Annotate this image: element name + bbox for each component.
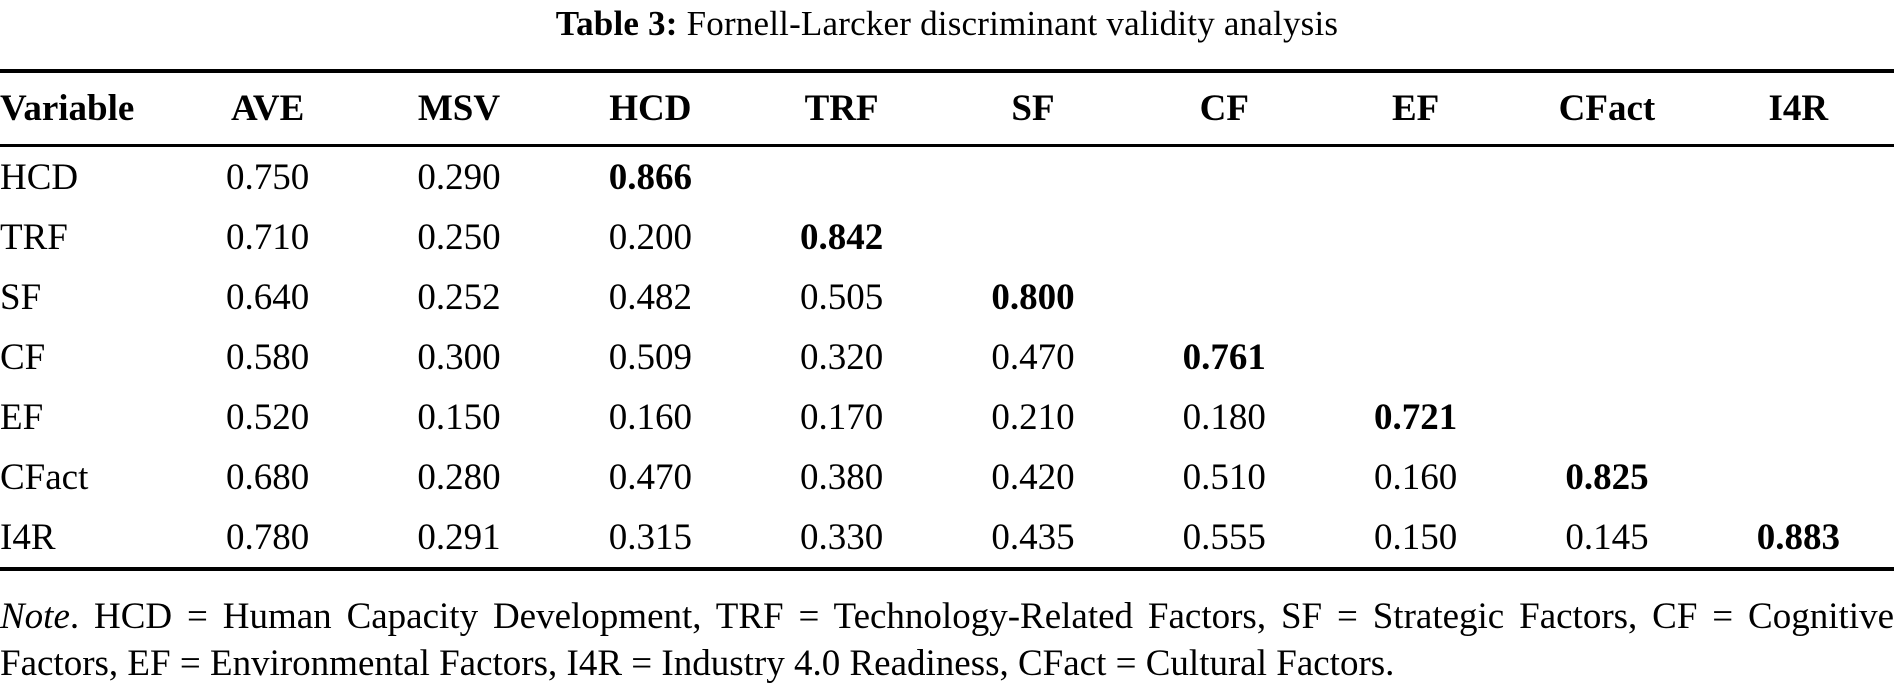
value-cell: 0.252 <box>417 276 501 318</box>
column-header: I4R <box>1768 88 1829 129</box>
value-cell: 0.470 <box>608 456 692 498</box>
table-body: HCD 0.750 0.290 0.866 TRF 0.710 0.250 0.200 0.84… <box>0 146 1894 570</box>
value-cell: 0.160 <box>608 396 692 438</box>
value-cell <box>746 146 937 208</box>
value-cell <box>1129 207 1320 267</box>
value-cell: 0.291 <box>417 516 501 558</box>
column-header: SF <box>1011 88 1055 129</box>
row-variable-label: HCD <box>0 156 79 198</box>
value-cell <box>1511 207 1702 267</box>
table-row: SF 0.640 0.252 0.482 0.505 0.800 <box>0 267 1894 327</box>
value-cell: 0.680 <box>226 456 310 498</box>
diagonal-value-cell: 0.866 <box>608 156 692 198</box>
value-cell: 0.250 <box>417 216 501 258</box>
table-row: CF 0.580 0.300 0.509 0.320 0.470 0.761 <box>0 327 1894 387</box>
diagonal-value-cell: 0.825 <box>1565 456 1649 498</box>
row-variable-label: EF <box>0 396 44 438</box>
table-note: Note. HCD = Human Capacity Development, … <box>0 593 1894 687</box>
header-row: Variable AVE MSV HCD TRF SF CF EF CFact I4R <box>0 71 1894 146</box>
column-header: CFact <box>1558 88 1656 129</box>
column-header: HCD <box>609 88 692 129</box>
row-variable-label: TRF <box>0 216 68 258</box>
value-cell: 0.150 <box>1374 516 1458 558</box>
value-cell: 0.300 <box>417 336 501 378</box>
value-cell <box>1703 207 1894 267</box>
value-cell: 0.710 <box>226 216 310 258</box>
value-cell <box>937 207 1128 267</box>
value-cell <box>1320 267 1511 327</box>
column-header: TRF <box>804 88 879 129</box>
value-cell: 0.380 <box>800 456 884 498</box>
value-cell: 0.320 <box>800 336 884 378</box>
value-cell: 0.510 <box>1182 456 1266 498</box>
value-cell <box>1703 327 1894 387</box>
column-header: MSV <box>417 88 501 129</box>
diagonal-value-cell: 0.721 <box>1374 396 1458 438</box>
value-cell: 0.780 <box>226 516 310 558</box>
diagonal-value-cell: 0.842 <box>800 216 884 258</box>
note-label: Note <box>0 596 70 637</box>
value-cell: 0.580 <box>226 336 310 378</box>
table-caption-text: Fornell-Larcker discriminant validity an… <box>686 4 1339 43</box>
value-cell <box>1511 267 1702 327</box>
value-cell <box>1703 146 1894 208</box>
table-row: EF 0.520 0.150 0.160 0.170 0.210 0.180 0.721 <box>0 387 1894 447</box>
diagonal-value-cell: 0.883 <box>1756 516 1840 558</box>
value-cell: 0.470 <box>991 336 1075 378</box>
value-cell <box>937 146 1128 208</box>
value-cell <box>1320 327 1511 387</box>
table-row: CFact 0.680 0.280 0.470 0.380 0.420 0.510 0.160… <box>0 447 1894 507</box>
note-text: . HCD = Human Capacity Development, TRF … <box>0 596 1894 684</box>
value-cell <box>1511 146 1702 208</box>
diagonal-value-cell: 0.800 <box>991 276 1075 318</box>
value-cell <box>1703 387 1894 447</box>
column-header: AVE <box>230 88 305 129</box>
value-cell: 0.520 <box>226 396 310 438</box>
value-cell: 0.145 <box>1565 516 1649 558</box>
value-cell: 0.750 <box>226 156 310 198</box>
row-variable-label: I4R <box>0 516 56 558</box>
value-cell: 0.315 <box>608 516 692 558</box>
value-cell <box>1511 387 1702 447</box>
value-cell: 0.435 <box>991 516 1075 558</box>
diagonal-value-cell: 0.761 <box>1182 336 1266 378</box>
row-variable-label: SF <box>0 276 42 318</box>
value-cell <box>1511 327 1702 387</box>
value-cell: 0.160 <box>1374 456 1458 498</box>
value-cell: 0.505 <box>800 276 884 318</box>
value-cell: 0.170 <box>800 396 884 438</box>
value-cell: 0.280 <box>417 456 501 498</box>
value-cell <box>1703 447 1894 507</box>
table-row: I4R 0.780 0.291 0.315 0.330 0.435 0.555 0.150 0.… <box>0 507 1894 569</box>
value-cell: 0.150 <box>417 396 501 438</box>
value-cell: 0.482 <box>608 276 692 318</box>
value-cell <box>1129 146 1320 208</box>
value-cell: 0.200 <box>608 216 692 258</box>
row-variable-label: CF <box>0 336 46 378</box>
fornell-larcker-table: Variable AVE MSV HCD TRF SF CF EF CFact I4R HCD 0.… <box>0 69 1894 571</box>
value-cell: 0.640 <box>226 276 310 318</box>
value-cell: 0.555 <box>1182 516 1266 558</box>
value-cell: 0.420 <box>991 456 1075 498</box>
value-cell: 0.290 <box>417 156 501 198</box>
value-cell <box>1320 207 1511 267</box>
value-cell: 0.330 <box>800 516 884 558</box>
row-variable-label: CFact <box>0 456 89 498</box>
value-cell <box>1320 146 1511 208</box>
value-cell: 0.509 <box>608 336 692 378</box>
column-header: CF <box>1199 88 1249 129</box>
value-cell <box>1129 267 1320 327</box>
table-caption: Table 3: Fornell-Larcker discriminant va… <box>0 0 1894 44</box>
table-number: Table 3: <box>555 4 678 43</box>
column-header: EF <box>1391 88 1440 129</box>
value-cell: 0.210 <box>991 396 1075 438</box>
value-cell: 0.180 <box>1182 396 1266 438</box>
value-cell <box>1703 267 1894 327</box>
column-header-variable: Variable <box>0 88 135 129</box>
table-row: HCD 0.750 0.290 0.866 <box>0 146 1894 208</box>
table-row: TRF 0.710 0.250 0.200 0.842 <box>0 207 1894 267</box>
